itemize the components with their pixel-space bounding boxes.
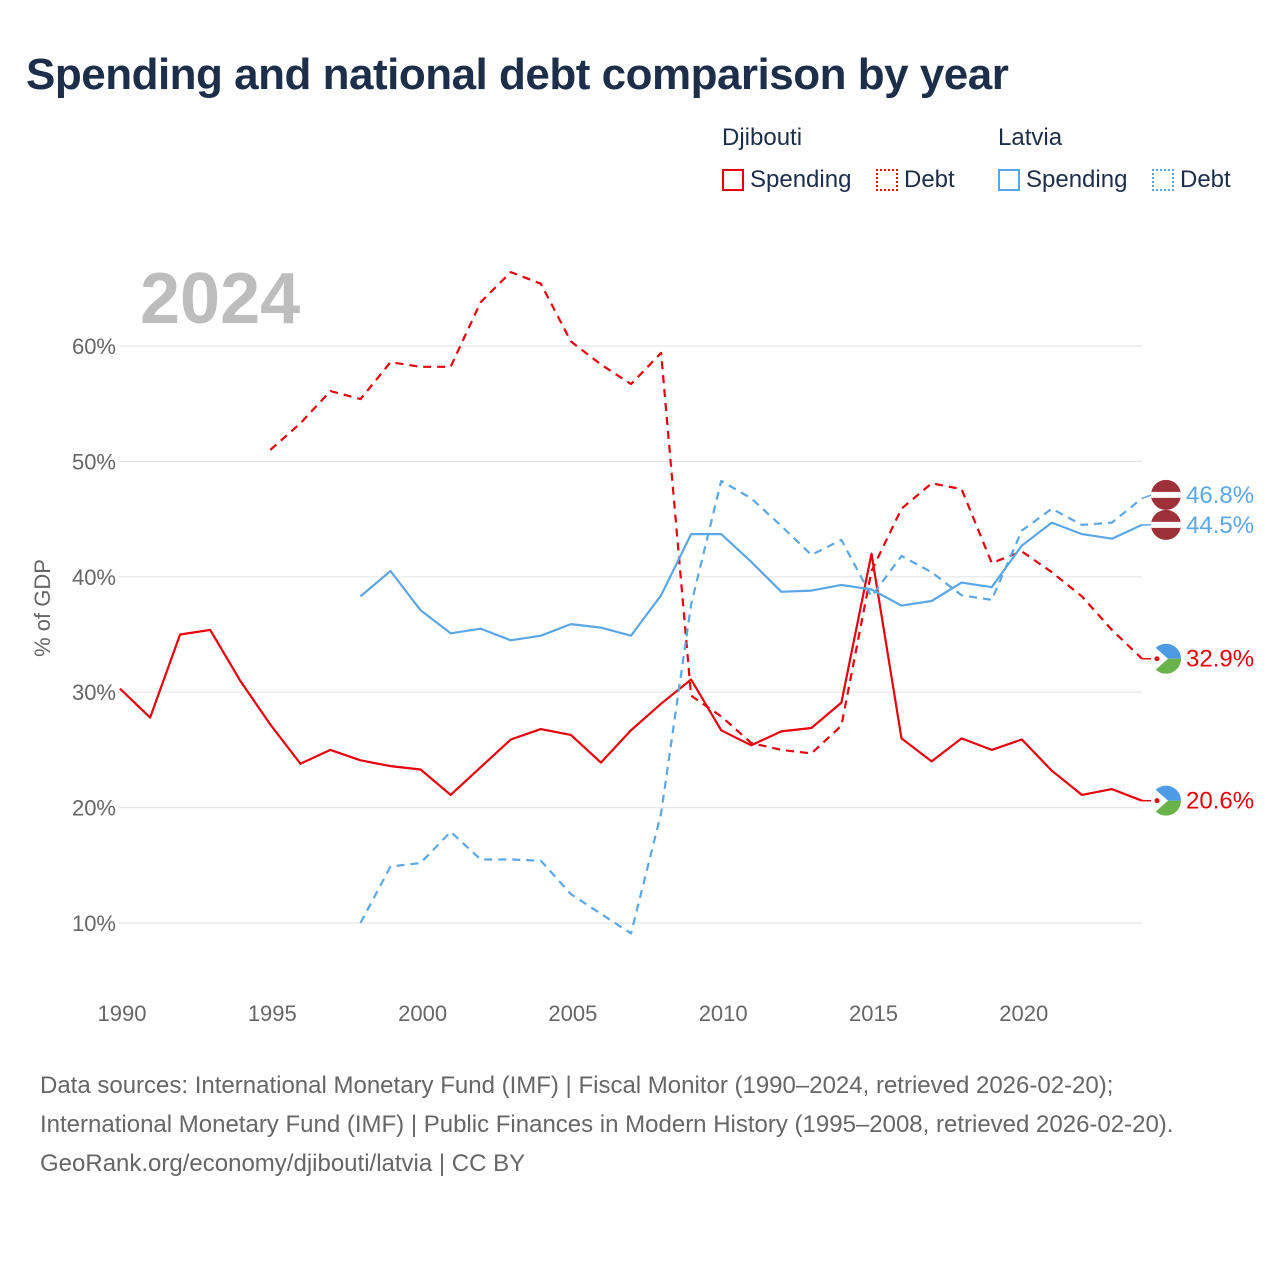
legend-item-djibouti-spending[interactable]: Spending	[722, 166, 851, 194]
latvia-flag-icon	[1151, 509, 1181, 540]
x-tick-label: 1995	[248, 1001, 297, 1026]
y-tick-label: 10%	[72, 911, 116, 936]
line-chart: 10% 20% 30% 40% 50% 60% 1990 1995 2000 2005 2010 20…	[30, 271, 1254, 1026]
djibouti-flag-icon	[1151, 785, 1181, 816]
djibouti-flag-icon	[1151, 643, 1181, 674]
series-line-djibouti-spending	[119, 552, 1143, 802]
end-labels: 20.6% 32.9% 44.5% 46.8%	[1141, 479, 1254, 816]
solid-line-swatch-icon	[722, 169, 744, 191]
legend-label: Debt	[904, 166, 955, 193]
end-value-label: 46.8%	[1186, 482, 1254, 509]
grid: 10% 20% 30% 40% 50% 60% 1990 1995 2000 2005 2010 20…	[72, 334, 1142, 1026]
y-tick-label: 60%	[72, 334, 116, 359]
x-tick-label: 1990	[98, 1001, 147, 1026]
series-line-djibouti-debt	[269, 271, 1143, 755]
series	[119, 271, 1143, 935]
end-value-label: 44.5%	[1186, 512, 1254, 539]
series-line-latvia-spending	[359, 521, 1143, 642]
y-tick-label: 50%	[72, 449, 116, 474]
legend-item-latvia-debt[interactable]: Debt	[1152, 166, 1231, 194]
data-sources: Data sources: International Monetary Fun…	[40, 1072, 1174, 1138]
y-tick-label: 40%	[72, 565, 116, 590]
x-tick-label: 2005	[548, 1001, 597, 1026]
end-value-label: 20.6%	[1186, 788, 1254, 815]
series-line-latvia-debt	[359, 479, 1143, 935]
legend-item-latvia-spending[interactable]: Spending	[998, 166, 1127, 194]
legend-group-djibouti: Djibouti	[722, 124, 803, 151]
y-tick-label: 30%	[72, 680, 116, 705]
dotted-line-swatch-icon	[876, 169, 898, 191]
end-connector	[1141, 494, 1153, 500]
x-tick-label: 2000	[398, 1001, 447, 1026]
y-axis-label: % of GDP	[30, 559, 55, 657]
x-tick-label: 2010	[699, 1001, 748, 1026]
legend-item-djibouti-debt[interactable]: Debt	[876, 166, 955, 194]
legend-label: Spending	[1026, 166, 1128, 193]
solid-line-swatch-icon	[998, 169, 1020, 191]
latvia-flag-icon	[1151, 479, 1181, 510]
legend-label: Debt	[1180, 166, 1231, 193]
legend-group-latvia: Latvia	[998, 124, 1063, 151]
x-tick-label: 2020	[999, 1001, 1048, 1026]
x-tick-label: 2015	[849, 1001, 898, 1026]
y-tick-label: 20%	[72, 796, 116, 821]
credit-link[interactable]: GeoRank.org/economy/djibouti/latvia | CC…	[40, 1150, 526, 1177]
chart-title: Spending and national debt comparison by…	[26, 50, 1009, 99]
dotted-line-swatch-icon	[1152, 169, 1174, 191]
current-year-label: 2024	[140, 259, 301, 339]
end-value-label: 32.9%	[1186, 646, 1254, 673]
legend-label: Spending	[750, 166, 852, 193]
footer: Data sources: International Monetary Fun…	[40, 1066, 1250, 1183]
